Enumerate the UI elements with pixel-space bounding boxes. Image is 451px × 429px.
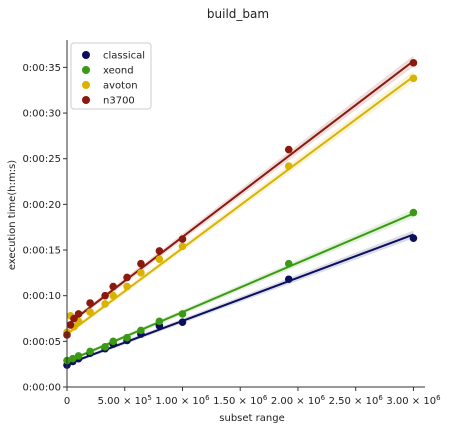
legend-label: classical: [103, 51, 145, 62]
regression-lines: [66, 55, 415, 366]
x-tick-base: 1.00 × 10: [155, 396, 205, 407]
point-xeond: [109, 337, 117, 346]
point-xeond: [86, 347, 94, 356]
point-n3700: [409, 59, 418, 67]
fit-line-classical: [66, 233, 414, 366]
point-avoton: [137, 269, 145, 277]
point-xeond: [284, 259, 293, 268]
x-tick-exponent: 6: [378, 394, 383, 402]
x-tick-base: 2.50 × 10: [329, 396, 379, 407]
point-xeond: [155, 317, 164, 326]
legend: classical xeond avoton n3700: [70, 42, 152, 110]
point-avoton: [123, 282, 131, 291]
point-avoton: [109, 291, 117, 300]
y-tick-label: 0:00:35: [22, 63, 61, 74]
point-avoton: [155, 255, 164, 263]
x-tick-base: 5.00 × 10: [98, 396, 148, 407]
point-n3700: [123, 273, 131, 282]
legend-marker-n3700: [82, 96, 90, 104]
legend-label: xeond: [103, 66, 134, 77]
point-avoton: [178, 242, 187, 251]
x-tick-base: 1.50 × 10: [213, 396, 263, 407]
y-tick-label: 0:00:25: [22, 154, 61, 165]
x-tick-label: 2.50 × 106: [329, 394, 384, 407]
y-axis-ticks: 0:00:00 0:00:05 0:00:10 0:00:15 0:00:20 0:00:…: [22, 63, 67, 394]
y-axis-label: execution time(h:m:s): [7, 160, 18, 270]
point-avoton: [409, 74, 418, 83]
x-tick-exponent: 6: [263, 394, 268, 402]
point-xeond: [178, 310, 187, 318]
x-tick-label: 3.00 × 106: [386, 394, 441, 407]
point-n3700: [109, 282, 117, 291]
x-tick-base: 3.00 × 10: [386, 396, 436, 407]
x-tick-label: 5.00 × 105: [98, 394, 152, 407]
point-avoton: [101, 300, 109, 308]
x-tick-exponent: 6: [436, 394, 441, 402]
x-tick-label: 1.00 × 106: [155, 394, 210, 407]
x-axis-ticks: 0 5.00 × 105 1.00 × 106 1.50 × 106 2.00 × 10…: [64, 387, 441, 407]
point-n3700: [284, 145, 293, 154]
x-tick-label: 1.50 × 106: [213, 394, 268, 407]
point-avoton: [86, 308, 94, 316]
x-tick-exponent: 6: [321, 394, 326, 402]
point-n3700: [86, 299, 94, 307]
point-n3700: [178, 235, 187, 243]
legend-marker-avoton: [82, 81, 90, 89]
legend-label: n3700: [103, 96, 135, 107]
legend-label: avoton: [103, 81, 138, 92]
point-n3700: [101, 291, 109, 300]
x-tick-exponent: 5: [147, 394, 151, 402]
legend-marker-classical: [82, 51, 90, 59]
y-tick-label: 0:00:10: [22, 291, 61, 302]
data-points: [63, 59, 418, 369]
point-classical: [284, 275, 293, 284]
point-avoton: [284, 162, 293, 170]
legend-marker-xeond: [82, 66, 90, 74]
point-xeond: [101, 343, 109, 351]
point-n3700: [70, 314, 78, 323]
chart-title: build_bam: [207, 7, 269, 21]
y-tick-label: 0:00:20: [22, 200, 61, 211]
point-xeond: [409, 208, 418, 217]
x-tick-label: 2.00 × 106: [271, 394, 326, 407]
y-tick-label: 0:00:00: [22, 383, 61, 394]
point-n3700: [137, 259, 145, 268]
fit-line-n3700: [66, 60, 415, 326]
y-tick-label: 0:00:30: [22, 109, 61, 120]
point-xeond: [137, 326, 145, 335]
x-tick-exponent: 6: [205, 394, 210, 402]
point-n3700: [66, 321, 75, 329]
point-n3700: [74, 310, 83, 318]
y-tick-label: 0:00:15: [22, 246, 61, 257]
point-xeond: [68, 354, 77, 363]
legend-box: [70, 42, 152, 110]
point-n3700: [155, 247, 164, 255]
point-classical: [409, 234, 418, 242]
x-axis-label: subset range: [219, 413, 284, 424]
x-tick-base: 2.00 × 10: [271, 396, 321, 407]
point-classical: [178, 318, 187, 326]
y-tick-label: 0:00:05: [22, 337, 61, 348]
fit-line-avoton: [66, 75, 415, 335]
point-xeond: [123, 333, 131, 342]
point-xeond: [74, 352, 83, 360]
x-tick-label: 0: [64, 396, 70, 407]
x-tick-base: 0: [64, 396, 70, 407]
